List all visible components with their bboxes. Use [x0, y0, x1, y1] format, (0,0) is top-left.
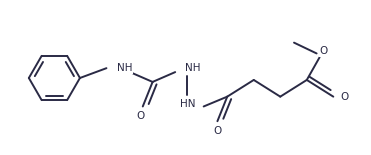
Text: NH: NH: [185, 63, 200, 73]
Text: O: O: [319, 46, 328, 56]
Text: HN: HN: [180, 99, 196, 108]
Text: O: O: [137, 111, 145, 121]
Text: NH: NH: [117, 63, 133, 73]
Text: O: O: [340, 92, 348, 102]
Text: O: O: [213, 126, 221, 136]
